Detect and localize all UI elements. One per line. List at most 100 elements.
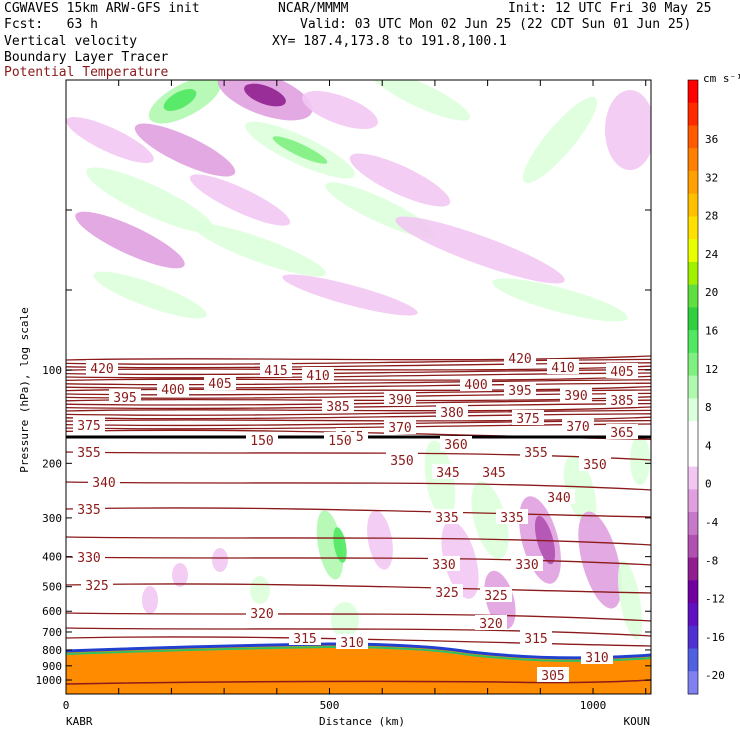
contour-label: 395 xyxy=(504,382,536,399)
colorbar-swatch xyxy=(688,307,698,331)
contour-label-text: 355 xyxy=(524,446,547,461)
contour-label: 310 xyxy=(336,634,368,651)
contour-label-text: 420 xyxy=(508,352,531,367)
theta-contour-line xyxy=(66,507,651,518)
contour-label-text: 315 xyxy=(293,632,316,647)
contour-labels: 420 415 410 405 400 395 375 355 340 335 330 325 320 3… xyxy=(73,350,638,684)
contour-label-text: 390 xyxy=(564,389,587,404)
contour-label-text: 325 xyxy=(85,579,108,594)
colorbar-swatch xyxy=(688,421,698,445)
y-tick-label: 500 xyxy=(42,581,62,594)
contour-label: 340 xyxy=(88,474,120,491)
colorbar-swatch xyxy=(688,261,698,286)
theta-contour-line xyxy=(66,627,651,637)
contour-label: 405 xyxy=(606,363,638,380)
contour-label-text: 330 xyxy=(515,558,538,573)
contour-label-text: 385 xyxy=(610,394,633,409)
y-tick-label: 100 xyxy=(42,364,62,377)
contour-label-text: 340 xyxy=(92,476,115,491)
colorbar-swatch xyxy=(688,330,698,354)
contour-label: 325 xyxy=(431,584,463,601)
contour-label-text: 395 xyxy=(508,384,531,399)
contour-label: 150 xyxy=(324,432,356,449)
colorbar-tick-label: 24 xyxy=(705,248,719,261)
colorbar-tick-label: 32 xyxy=(705,171,718,184)
contour-label: 330 xyxy=(73,549,105,566)
colorbar-tick-label: 20 xyxy=(705,286,718,299)
contour-label-text: 385 xyxy=(326,400,349,415)
theta-contour-line xyxy=(66,355,651,361)
colorbar-swatch xyxy=(688,398,698,422)
contour-label-text: 365 xyxy=(610,426,633,441)
contour-label: 365 xyxy=(606,424,638,441)
colorbar-tick-label: 4 xyxy=(705,439,712,452)
colorbar-tick-label: -12 xyxy=(705,593,725,606)
contour-label: 395 xyxy=(109,389,141,406)
colorbar-tick-label: 36 xyxy=(705,133,718,146)
contour-label: 385 xyxy=(322,398,354,415)
velocity-blob xyxy=(134,123,236,177)
y-tick-label: 400 xyxy=(42,551,62,564)
velocity-blob xyxy=(172,563,188,587)
y-tick-label: 600 xyxy=(42,605,62,618)
colorbar-swatch xyxy=(688,603,698,627)
theta-contour-line xyxy=(66,382,651,389)
velocity-blob xyxy=(194,223,326,277)
contour-label-text: 400 xyxy=(161,383,184,398)
colorbar-swatch xyxy=(688,466,698,490)
colorbar-tick-label: 0 xyxy=(705,478,712,491)
colorbar-swatch xyxy=(688,625,698,650)
vertical-velocity-field xyxy=(66,80,651,694)
colorbar-swatch xyxy=(688,193,698,217)
contour-label-text: 370 xyxy=(566,420,589,435)
velocity-blob xyxy=(367,510,393,570)
contour-label: 335 xyxy=(73,501,105,518)
y-tick-label: 700 xyxy=(42,626,62,639)
colorbar-swatch xyxy=(688,375,698,399)
contour-label: 320 xyxy=(475,615,507,632)
org-label: NCAR/MMMM xyxy=(278,1,349,16)
colorbar-swatch xyxy=(688,443,698,468)
theta-contour-line xyxy=(66,409,651,416)
contour-label-text: 150 xyxy=(250,434,273,449)
contour-label-text: 345 xyxy=(436,466,459,481)
contour-label: 415 xyxy=(260,362,292,379)
colorbar-swatch xyxy=(688,170,698,195)
velocity-blob xyxy=(302,91,378,129)
field-potential-temperature: Potential Temperature xyxy=(4,65,169,80)
colorbar-swatch xyxy=(688,239,698,263)
y-axis-label: Pressure (hPa), log scale xyxy=(18,307,31,473)
velocity-blob xyxy=(66,116,154,164)
contour-label: 355 xyxy=(73,444,105,461)
colorbar-swatch xyxy=(688,352,698,377)
contour-label: 350 xyxy=(386,452,418,469)
contour-label: 350 xyxy=(579,456,611,473)
colorbar-tick-label: -20 xyxy=(705,669,725,682)
contour-label-text: 360 xyxy=(444,438,467,453)
velocity-blob xyxy=(93,271,207,319)
contour-label-text: 375 xyxy=(77,419,100,434)
theta-contour-line xyxy=(66,536,651,546)
contour-label: 330 xyxy=(428,556,460,573)
contour-label-text: 415 xyxy=(264,364,287,379)
velocity-blob xyxy=(163,88,197,112)
contour-label: 330 xyxy=(511,556,543,573)
contour-label-text: 410 xyxy=(306,369,329,384)
contour-label-text: 325 xyxy=(484,589,507,604)
theta-contour-line xyxy=(66,379,651,386)
end-station-label: KOUN xyxy=(624,715,651,728)
contour-label: 420 xyxy=(86,360,118,377)
contour-label-text: 315 xyxy=(524,632,547,647)
plot-frame xyxy=(65,79,652,695)
contour-label: 345 xyxy=(432,464,464,481)
colorbar-unit: cm s⁻¹ xyxy=(703,72,740,85)
velocity-blob xyxy=(250,576,270,604)
field-boundary-layer-tracer: Boundary Layer Tracer xyxy=(4,50,169,65)
velocity-blob xyxy=(212,548,228,572)
contour-label: 320 xyxy=(246,605,278,622)
theta-contour-line xyxy=(66,413,651,420)
contour-label-text: 325 xyxy=(435,586,458,601)
theta-contour-line xyxy=(66,375,651,382)
colorbar-frame xyxy=(687,79,699,695)
